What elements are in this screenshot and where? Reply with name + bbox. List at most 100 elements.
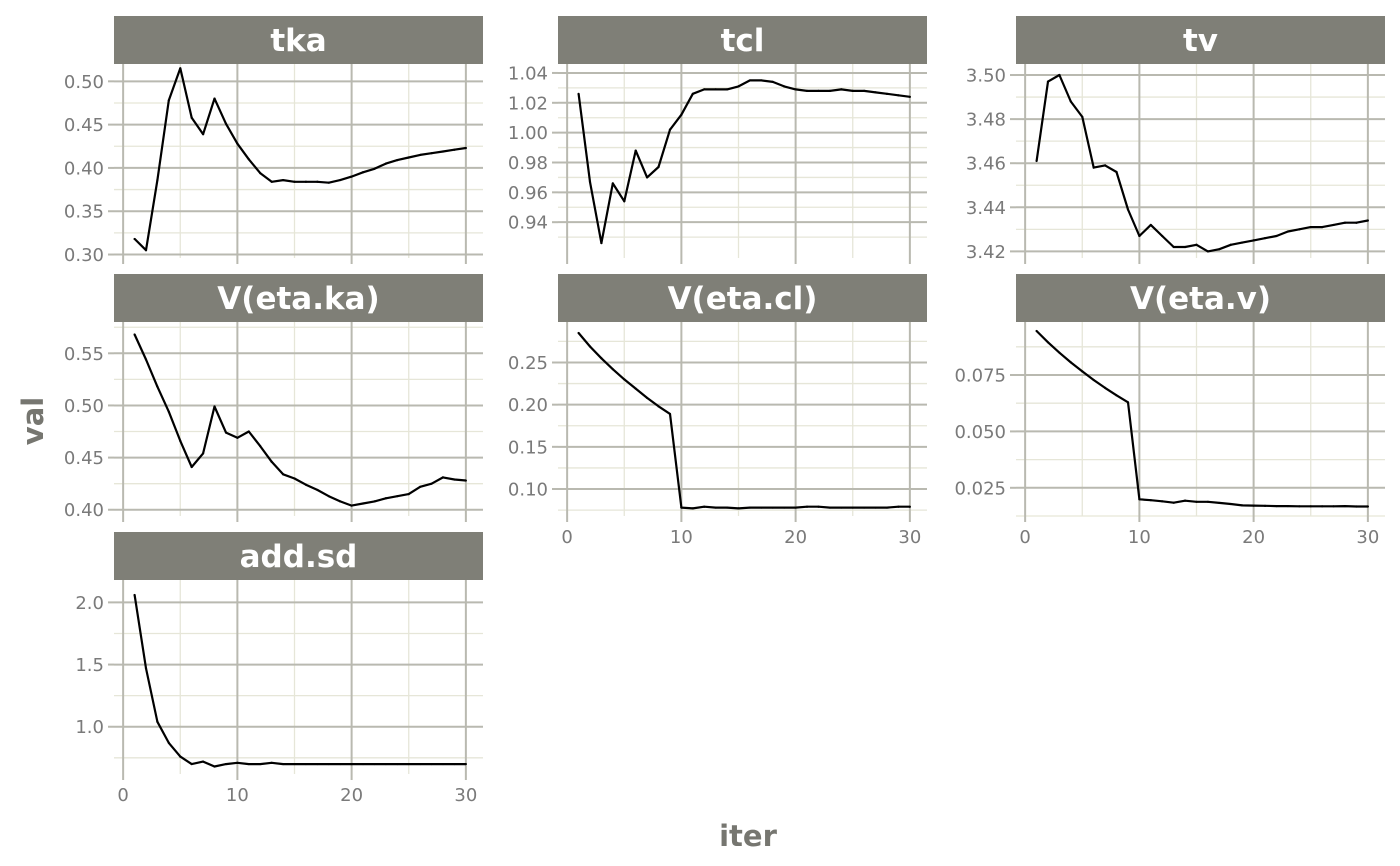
- data-point: [419, 153, 422, 157]
- data-point: [737, 85, 740, 88]
- data-point: [1149, 499, 1152, 502]
- data-point: [588, 345, 592, 348]
- series-line-tv: [1035, 73, 1369, 253]
- data-point: [281, 178, 285, 182]
- data-point: [350, 175, 353, 178]
- data-point: [259, 762, 262, 766]
- data-point: [1092, 378, 1095, 382]
- y-tick-label: 3.50: [966, 66, 1006, 87]
- panel-v-eta-cl: V(eta.cl) 0.10 0.15 0.20 0.25 0 10 20 30: [508, 274, 927, 548]
- facet-strip: [558, 16, 927, 64]
- data-point: [1195, 243, 1198, 246]
- data-point: [828, 506, 831, 509]
- data-point: [384, 762, 387, 766]
- x-tick-label: 0: [117, 785, 128, 806]
- data-point: [897, 94, 900, 97]
- data-point: [600, 357, 603, 360]
- data-point: [897, 505, 900, 508]
- data-point: [1241, 241, 1244, 244]
- data-point: [1172, 245, 1175, 249]
- data-point: [1343, 221, 1347, 224]
- series-line-v-eta-ka: [133, 334, 466, 507]
- data-point: [350, 504, 353, 507]
- data-point: [293, 180, 296, 183]
- data-point: [167, 410, 170, 413]
- data-point: [1161, 500, 1164, 503]
- x-tick-label: 20: [784, 527, 807, 548]
- data-point: [794, 506, 797, 509]
- y-tick-label: 3.44: [966, 198, 1006, 219]
- data-point: [316, 180, 319, 183]
- data-point: [611, 368, 614, 371]
- data-point: [464, 479, 467, 482]
- data-point: [270, 180, 273, 183]
- series-line-v-eta-v: [1035, 330, 1368, 508]
- data-point: [167, 741, 170, 745]
- data-point: [1355, 221, 1358, 224]
- data-point: [202, 760, 205, 763]
- data-point: [828, 89, 831, 92]
- data-point: [1286, 504, 1289, 508]
- data-point: [247, 430, 250, 433]
- data-point: [691, 92, 694, 95]
- data-point: [1035, 329, 1038, 333]
- y-tick-label: 1.0: [75, 717, 104, 738]
- x-tick-label: 20: [1242, 527, 1265, 548]
- data-point: [259, 172, 262, 175]
- panel-tcl: tcl 0.94 0.96 0.98 1.00 1.02 1.04: [508, 16, 927, 264]
- x-tick-label: 30: [454, 785, 477, 806]
- data-point: [668, 128, 672, 131]
- facet-strip-label: tka: [270, 23, 326, 59]
- data-point: [156, 178, 159, 182]
- y-tick-label: 3.48: [966, 110, 1006, 131]
- data-point: [190, 762, 193, 766]
- data-point: [771, 80, 774, 84]
- series-line-tcl: [577, 79, 911, 245]
- data-point: [259, 445, 262, 448]
- data-point: [430, 152, 433, 155]
- data-point: [771, 506, 774, 509]
- data-point: [863, 89, 866, 92]
- data-point: [430, 482, 433, 485]
- data-point: [1321, 505, 1324, 508]
- data-point: [361, 762, 365, 766]
- data-point: [1263, 237, 1267, 240]
- series-line-add-sd: [133, 594, 466, 768]
- facet-strip: [1016, 16, 1385, 64]
- data-point: [133, 237, 136, 241]
- data-point: [1161, 234, 1164, 238]
- data-point: [1241, 504, 1244, 507]
- data-point: [623, 200, 626, 203]
- data-point: [760, 79, 763, 82]
- data-point: [316, 762, 319, 766]
- data-point: [783, 85, 786, 88]
- data-point: [1218, 248, 1221, 251]
- facet-strip-label: V(eta.ka): [217, 281, 379, 317]
- y-tick-label: 0.075: [954, 366, 1006, 387]
- data-point: [1321, 226, 1324, 229]
- data-point: [623, 378, 626, 381]
- data-point: [1058, 73, 1061, 77]
- data-point: [1263, 504, 1267, 507]
- data-point: [760, 506, 763, 509]
- data-point: [213, 765, 216, 768]
- y-tick-label: 0.20: [508, 395, 548, 416]
- y-axis-title: val: [16, 397, 50, 445]
- facet-strip-label: tcl: [721, 23, 765, 59]
- data-point: [1218, 501, 1221, 505]
- data-point: [1115, 394, 1118, 397]
- data-point: [304, 180, 308, 183]
- data-point: [748, 79, 752, 82]
- data-point: [577, 331, 580, 335]
- data-point: [407, 762, 410, 766]
- y-tick-label: 0.98: [508, 153, 548, 174]
- data-point: [144, 358, 148, 361]
- data-point: [1332, 505, 1335, 508]
- x-tick-label: 30: [1356, 527, 1379, 548]
- data-point: [156, 385, 159, 388]
- data-point: [1081, 115, 1084, 119]
- series-line-v-eta-cl: [577, 332, 910, 510]
- facet-strip: [114, 532, 483, 580]
- data-point: [133, 333, 136, 336]
- data-point: [1126, 208, 1130, 211]
